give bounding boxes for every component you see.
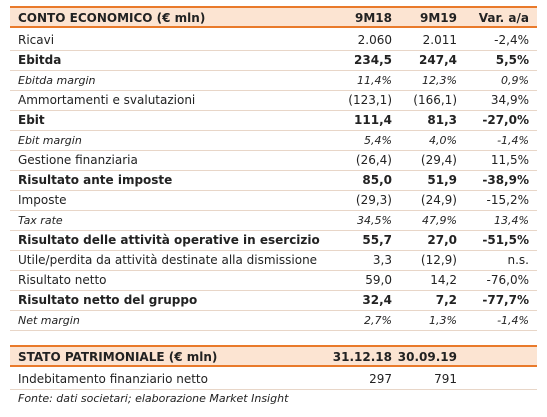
cell: 247,4 <box>419 53 457 67</box>
cell: (24,9) <box>420 193 457 207</box>
cell: Gestione finanziaria <box>18 153 138 167</box>
cell: Risultato netto del gruppo <box>18 293 198 307</box>
cell: 11,4% <box>357 74 392 87</box>
cell: Net margin <box>18 314 80 327</box>
cell: 0,9% <box>501 74 529 87</box>
cell: (12,9) <box>420 253 457 267</box>
table-row: Utile/perdita da attività destinate alla… <box>10 250 537 271</box>
table-row: Net margin 2,7% 1,3% -1,4% <box>10 310 537 331</box>
cell: 27,0 <box>427 233 457 247</box>
table-header: STATO PATRIMONIALE (€ mln) 31.12.18 30.09.… <box>10 345 537 367</box>
cell: Var. a/a <box>478 11 529 25</box>
cell: 7,2 <box>435 293 457 307</box>
cell: 234,5 <box>354 53 392 67</box>
table-row: Imposte (29,3) (24,9) -15,2% <box>10 190 537 211</box>
cell: 2.060 <box>357 33 392 47</box>
cell: Risultato ante imposte <box>18 173 173 187</box>
table-row: Ebitda margin 11,4% 12,3% 0,9% <box>10 70 537 91</box>
table-row: Ammortamenti e svalutazioni (123,1) (166,1… <box>10 90 537 111</box>
cell: 13,4% <box>494 214 529 227</box>
cell: 297 <box>369 372 392 386</box>
table-row: Risultato ante imposte 85,0 51,9 -38,9% <box>10 170 537 191</box>
cell: 4,0% <box>429 134 457 147</box>
table-row: Ebit 111,4 81,3 -27,0% <box>10 110 537 131</box>
cell: Ebit <box>18 113 45 127</box>
cell: n.s. <box>507 253 530 267</box>
cell: Tax rate <box>18 214 63 227</box>
cell: (123,1) <box>348 93 392 107</box>
table-row: Risultato netto 59,0 14,2 -76,0% <box>10 270 537 291</box>
cell: Imposte <box>18 193 67 207</box>
cell: -51,5% <box>482 233 529 247</box>
footnote: Fonte: dati societari; elaborazione Mark… <box>18 392 289 405</box>
table-row: Risultato delle attività operative in es… <box>10 230 537 251</box>
table-row: Indebitamento finanziario netto 297 791 <box>10 369 537 390</box>
cell: 55,7 <box>362 233 392 247</box>
cell: -1,4% <box>497 134 529 147</box>
cell: 1,3% <box>429 314 457 327</box>
cell: Ebitda margin <box>18 74 96 87</box>
cell: 9M18 <box>355 11 392 25</box>
cell: 5,4% <box>364 134 392 147</box>
cell: 85,0 <box>362 173 392 187</box>
cell: 11,5% <box>490 153 529 167</box>
cell: Indebitamento finanziario netto <box>18 372 208 386</box>
cell: 31.12.18 <box>332 350 392 364</box>
cell: (166,1) <box>413 93 457 107</box>
table-header: CONTO ECONOMICO (€ mln) 9M18 9M19 Var. a/a <box>10 6 537 28</box>
table-row: Risultato netto del gruppo 32,4 7,2 -77,7% <box>10 290 537 311</box>
cell: 9M19 <box>420 11 457 25</box>
cell: (26,4) <box>355 153 392 167</box>
cell: 30.09.19 <box>397 350 457 364</box>
cell: Ebit margin <box>18 134 82 147</box>
cell: -1,4% <box>497 314 529 327</box>
cell: -38,9% <box>482 173 529 187</box>
cell: -27,0% <box>482 113 529 127</box>
cell: 32,4 <box>362 293 392 307</box>
cell: 5,5% <box>495 53 529 67</box>
cell: 34,5% <box>357 214 392 227</box>
cell: 2.011 <box>422 33 457 47</box>
cell: Ebitda <box>18 53 62 67</box>
cell: 791 <box>434 372 457 386</box>
table-row: Gestione finanziaria (26,4) (29,4) 11,5% <box>10 150 537 171</box>
cell: 59,0 <box>365 273 392 287</box>
cell: 111,4 <box>354 113 392 127</box>
cell: Risultato netto <box>18 273 107 287</box>
cell: 2,7% <box>364 314 392 327</box>
cell: -2,4% <box>494 33 529 47</box>
cell: 3,3 <box>372 253 392 267</box>
cell: Ammortamenti e svalutazioni <box>18 93 196 107</box>
cell: 51,9 <box>427 173 457 187</box>
cell: Utile/perdita da attività destinate alla… <box>18 253 318 267</box>
cell: 47,9% <box>422 214 457 227</box>
cell: 12,3% <box>422 74 457 87</box>
table-row: Ebit margin 5,4% 4,0% -1,4% <box>10 130 537 151</box>
table-row: Ricavi 2.060 2.011 -2,4% <box>10 30 537 51</box>
cell: Ricavi <box>18 33 55 47</box>
cell: -77,7% <box>482 293 529 307</box>
cell: STATO PATRIMONIALE (€ mln) <box>18 350 218 364</box>
cell: 81,3 <box>427 113 457 127</box>
cell: CONTO ECONOMICO (€ mln) <box>18 11 206 25</box>
cell: 14,2 <box>430 273 457 287</box>
table-row: Tax rate 34,5% 47,9% 13,4% <box>10 210 537 231</box>
cell: Risultato delle attività operative in es… <box>18 233 320 247</box>
cell: -76,0% <box>486 273 529 287</box>
cell: 34,9% <box>490 93 529 107</box>
cell: (29,3) <box>355 193 392 207</box>
table-row: Ebitda 234,5 247,4 5,5% <box>10 50 537 71</box>
cell: (29,4) <box>420 153 457 167</box>
cell: -15,2% <box>486 193 529 207</box>
